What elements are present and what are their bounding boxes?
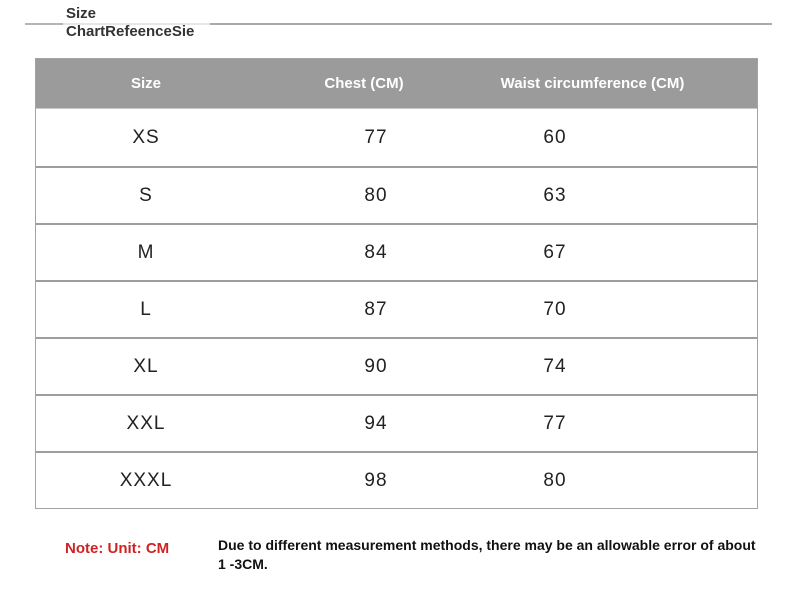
page-title-line2: ChartRefeenceSie: [66, 23, 195, 40]
title-divider-line-middle: [63, 23, 210, 25]
cell-chest: 87: [364, 298, 388, 320]
cell-size: XL: [133, 355, 159, 377]
cell-size: L: [140, 298, 152, 320]
cell-size: XXL: [126, 412, 166, 434]
table-row-xl: XL 90 74: [36, 337, 757, 394]
cell-waist: 67: [543, 241, 567, 263]
cell-chest: 84: [364, 241, 388, 263]
cell-chest: 77: [364, 126, 388, 148]
table-row-s: S 80 63: [36, 166, 757, 223]
cell-waist: 80: [543, 469, 567, 491]
title-divider-line-right: [210, 23, 772, 25]
title-divider-line-left: [25, 23, 63, 25]
header-chest: Chest (CM): [324, 75, 404, 92]
measurement-disclaimer: Due to different measurement methods, th…: [218, 537, 756, 572]
cell-size: S: [139, 184, 153, 206]
cell-chest: 94: [364, 412, 388, 434]
cell-chest: 98: [364, 469, 388, 491]
cell-chest: 90: [364, 355, 388, 377]
cell-waist: 74: [543, 355, 567, 377]
cell-size: XXXL: [119, 469, 173, 491]
page-title-line1: Size: [66, 5, 97, 22]
cell-waist: 70: [543, 298, 567, 320]
header-size: Size: [130, 75, 161, 92]
table-row-xxxl: XXXL 98 80: [36, 451, 757, 508]
size-chart-table: Size Chest (CM) Waist circumference (CM)…: [35, 58, 758, 509]
table-row-l: L 87 70: [36, 280, 757, 337]
cell-waist: 63: [543, 184, 567, 206]
cell-size: M: [137, 241, 155, 263]
cell-waist: 77: [543, 412, 567, 434]
table-row-xxl: XXL 94 77: [36, 394, 757, 451]
table-row-m: M 84 67: [36, 223, 757, 280]
table-row-xs: XS 77 60: [36, 109, 757, 166]
page-title: Size ChartRefeenceSie: [66, 5, 194, 41]
title-area: Size ChartRefeenceSie: [0, 0, 790, 48]
header-waist: Waist circumference (CM): [500, 75, 685, 92]
cell-waist: 60: [543, 126, 567, 148]
cell-size: XS: [132, 126, 160, 148]
unit-note-label: Note: Unit: CM: [65, 540, 170, 557]
cell-chest: 80: [364, 184, 388, 206]
table-header-row: Size Chest (CM) Waist circumference (CM): [36, 59, 757, 109]
